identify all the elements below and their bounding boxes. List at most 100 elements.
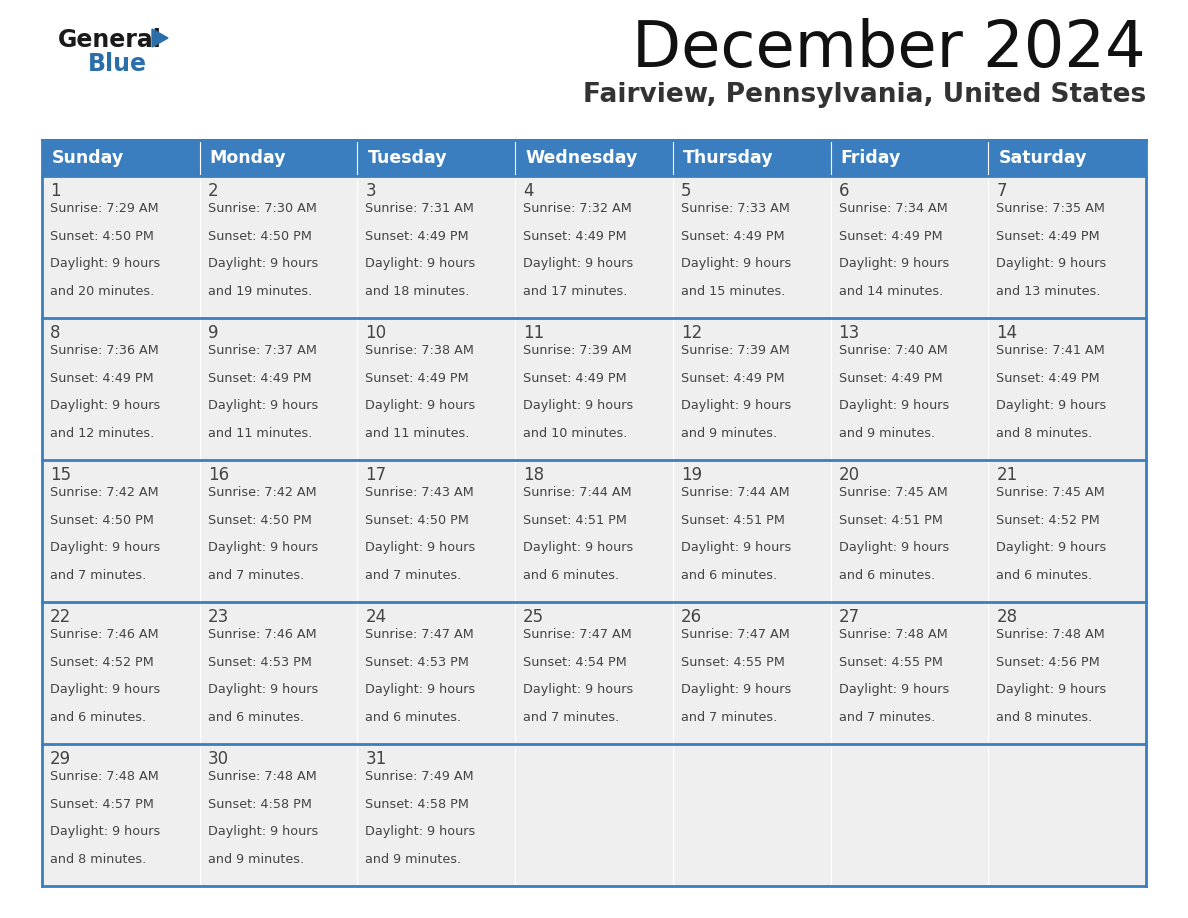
- Text: Sunrise: 7:47 AM: Sunrise: 7:47 AM: [523, 628, 632, 641]
- Text: Sunrise: 7:32 AM: Sunrise: 7:32 AM: [523, 202, 632, 215]
- Text: General: General: [58, 28, 162, 52]
- Bar: [42, 318, 200, 460]
- Bar: [672, 460, 830, 602]
- Text: Fairview, Pennsylvania, United States: Fairview, Pennsylvania, United States: [583, 82, 1146, 108]
- Text: 7: 7: [997, 182, 1006, 200]
- Text: and 7 minutes.: and 7 minutes.: [681, 711, 777, 724]
- Text: Daylight: 9 hours: Daylight: 9 hours: [523, 257, 633, 270]
- Text: and 7 minutes.: and 7 minutes.: [50, 569, 146, 582]
- Text: Sunrise: 7:40 AM: Sunrise: 7:40 AM: [839, 344, 947, 357]
- Text: Daylight: 9 hours: Daylight: 9 hours: [366, 257, 475, 270]
- Text: Sunrise: 7:49 AM: Sunrise: 7:49 AM: [366, 770, 474, 783]
- Text: Daylight: 9 hours: Daylight: 9 hours: [997, 542, 1106, 554]
- Text: Sunset: 4:50 PM: Sunset: 4:50 PM: [208, 513, 311, 527]
- Text: 30: 30: [208, 750, 229, 768]
- Text: and 7 minutes.: and 7 minutes.: [839, 711, 935, 724]
- Text: Sunset: 4:49 PM: Sunset: 4:49 PM: [839, 230, 942, 242]
- Text: Daylight: 9 hours: Daylight: 9 hours: [839, 683, 949, 696]
- Bar: [358, 460, 516, 602]
- Text: Sunrise: 7:29 AM: Sunrise: 7:29 AM: [50, 202, 159, 215]
- Text: December 2024: December 2024: [632, 18, 1146, 80]
- Text: Sunrise: 7:39 AM: Sunrise: 7:39 AM: [681, 344, 790, 357]
- Bar: [516, 176, 672, 318]
- Text: 19: 19: [681, 466, 702, 484]
- Bar: [830, 176, 988, 318]
- Text: Daylight: 9 hours: Daylight: 9 hours: [208, 542, 318, 554]
- Text: and 8 minutes.: and 8 minutes.: [50, 853, 146, 866]
- Text: Sunrise: 7:34 AM: Sunrise: 7:34 AM: [839, 202, 947, 215]
- Bar: [200, 460, 358, 602]
- Text: and 9 minutes.: and 9 minutes.: [839, 427, 935, 440]
- Text: and 20 minutes.: and 20 minutes.: [50, 285, 154, 297]
- Text: 25: 25: [523, 608, 544, 626]
- Text: and 6 minutes.: and 6 minutes.: [366, 711, 462, 724]
- Bar: [988, 176, 1146, 318]
- Text: and 6 minutes.: and 6 minutes.: [839, 569, 935, 582]
- Text: Sunset: 4:49 PM: Sunset: 4:49 PM: [523, 372, 627, 385]
- Text: Sunrise: 7:42 AM: Sunrise: 7:42 AM: [208, 486, 316, 499]
- Text: Sunrise: 7:42 AM: Sunrise: 7:42 AM: [50, 486, 159, 499]
- Text: and 7 minutes.: and 7 minutes.: [366, 569, 462, 582]
- Text: Daylight: 9 hours: Daylight: 9 hours: [523, 683, 633, 696]
- Text: Sunset: 4:52 PM: Sunset: 4:52 PM: [50, 655, 153, 668]
- Text: Sunrise: 7:48 AM: Sunrise: 7:48 AM: [997, 628, 1105, 641]
- Bar: [358, 140, 516, 176]
- Text: Daylight: 9 hours: Daylight: 9 hours: [523, 399, 633, 412]
- Text: 18: 18: [523, 466, 544, 484]
- Bar: [200, 602, 358, 744]
- Text: Sunset: 4:51 PM: Sunset: 4:51 PM: [681, 513, 785, 527]
- Text: Daylight: 9 hours: Daylight: 9 hours: [208, 683, 318, 696]
- Bar: [830, 318, 988, 460]
- Bar: [672, 140, 830, 176]
- Text: and 8 minutes.: and 8 minutes.: [997, 711, 1093, 724]
- Text: 27: 27: [839, 608, 860, 626]
- Text: and 15 minutes.: and 15 minutes.: [681, 285, 785, 297]
- Text: Sunset: 4:49 PM: Sunset: 4:49 PM: [681, 372, 784, 385]
- Text: 16: 16: [208, 466, 229, 484]
- Text: Sunset: 4:50 PM: Sunset: 4:50 PM: [50, 513, 154, 527]
- Text: 9: 9: [208, 324, 219, 342]
- Text: 12: 12: [681, 324, 702, 342]
- Text: 14: 14: [997, 324, 1017, 342]
- Text: Sunday: Sunday: [52, 149, 125, 167]
- Text: 11: 11: [523, 324, 544, 342]
- Text: Sunset: 4:53 PM: Sunset: 4:53 PM: [366, 655, 469, 668]
- Text: Sunrise: 7:48 AM: Sunrise: 7:48 AM: [208, 770, 316, 783]
- Text: and 6 minutes.: and 6 minutes.: [208, 711, 304, 724]
- Text: Sunrise: 7:46 AM: Sunrise: 7:46 AM: [50, 628, 159, 641]
- Text: and 19 minutes.: and 19 minutes.: [208, 285, 312, 297]
- Text: 23: 23: [208, 608, 229, 626]
- Text: Daylight: 9 hours: Daylight: 9 hours: [681, 542, 791, 554]
- Text: and 12 minutes.: and 12 minutes.: [50, 427, 154, 440]
- Text: 17: 17: [366, 466, 386, 484]
- Bar: [516, 744, 672, 886]
- Text: Sunrise: 7:45 AM: Sunrise: 7:45 AM: [839, 486, 947, 499]
- Text: Sunset: 4:49 PM: Sunset: 4:49 PM: [681, 230, 784, 242]
- Text: Sunrise: 7:30 AM: Sunrise: 7:30 AM: [208, 202, 316, 215]
- Text: and 6 minutes.: and 6 minutes.: [997, 569, 1093, 582]
- Text: Sunrise: 7:33 AM: Sunrise: 7:33 AM: [681, 202, 790, 215]
- Bar: [200, 176, 358, 318]
- Text: Blue: Blue: [88, 52, 147, 76]
- Text: Sunset: 4:50 PM: Sunset: 4:50 PM: [208, 230, 311, 242]
- Text: Thursday: Thursday: [683, 149, 773, 167]
- Text: Sunset: 4:51 PM: Sunset: 4:51 PM: [523, 513, 627, 527]
- Text: and 6 minutes.: and 6 minutes.: [50, 711, 146, 724]
- Text: Sunset: 4:55 PM: Sunset: 4:55 PM: [681, 655, 785, 668]
- Text: Sunset: 4:50 PM: Sunset: 4:50 PM: [50, 230, 154, 242]
- Text: Wednesday: Wednesday: [525, 149, 638, 167]
- Text: Saturday: Saturday: [998, 149, 1087, 167]
- Text: Sunset: 4:58 PM: Sunset: 4:58 PM: [366, 798, 469, 811]
- Bar: [358, 176, 516, 318]
- Text: Sunset: 4:49 PM: Sunset: 4:49 PM: [997, 230, 1100, 242]
- Text: and 18 minutes.: and 18 minutes.: [366, 285, 469, 297]
- Text: Sunrise: 7:45 AM: Sunrise: 7:45 AM: [997, 486, 1105, 499]
- Text: 2: 2: [208, 182, 219, 200]
- Text: Sunset: 4:52 PM: Sunset: 4:52 PM: [997, 513, 1100, 527]
- Text: and 9 minutes.: and 9 minutes.: [208, 853, 304, 866]
- Text: Daylight: 9 hours: Daylight: 9 hours: [366, 399, 475, 412]
- Text: and 11 minutes.: and 11 minutes.: [208, 427, 312, 440]
- Text: and 7 minutes.: and 7 minutes.: [208, 569, 304, 582]
- Bar: [988, 744, 1146, 886]
- Text: Sunrise: 7:31 AM: Sunrise: 7:31 AM: [366, 202, 474, 215]
